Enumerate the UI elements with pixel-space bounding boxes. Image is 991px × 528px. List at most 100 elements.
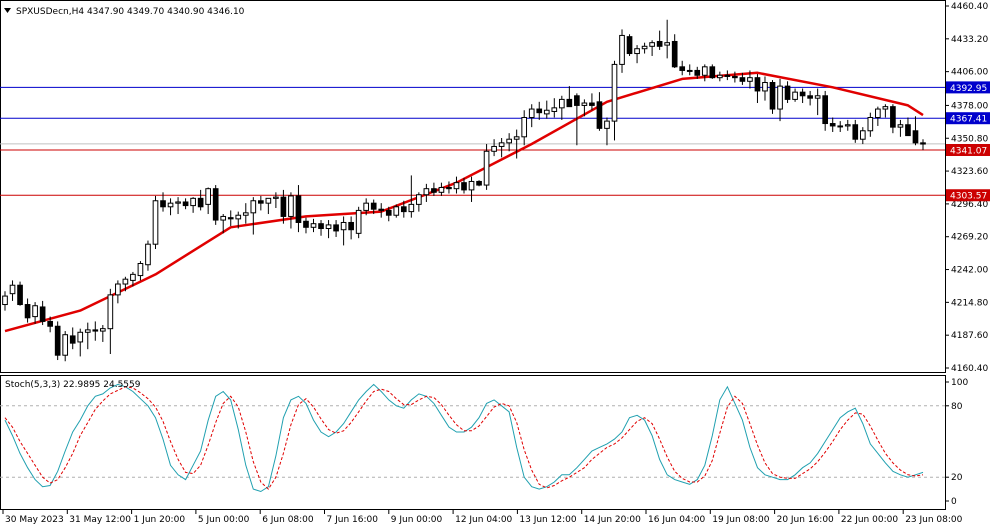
candle xyxy=(709,64,716,79)
candle xyxy=(739,72,746,85)
time-tick-label: 13 Jun 12:00 xyxy=(519,515,576,525)
candle-body xyxy=(461,182,467,191)
candle xyxy=(604,117,610,146)
candle xyxy=(807,90,813,106)
candle xyxy=(17,281,23,306)
candle xyxy=(461,177,467,194)
candle xyxy=(769,80,776,114)
candle xyxy=(227,210,234,227)
candle xyxy=(280,189,287,224)
candle xyxy=(400,200,407,218)
candle xyxy=(47,316,53,333)
candle-body xyxy=(754,77,761,92)
candle xyxy=(62,331,69,362)
candle-body xyxy=(39,306,46,322)
candle xyxy=(491,139,497,157)
candle-body xyxy=(551,107,558,112)
level-tag-label: 4303.57 xyxy=(950,192,987,202)
level-tag xyxy=(946,112,990,125)
candle xyxy=(581,99,588,117)
time-tick-label: 22 Jun 00:00 xyxy=(841,515,898,525)
candle-body xyxy=(724,74,731,77)
candle-body xyxy=(604,120,610,129)
candle xyxy=(875,106,881,126)
candle-body xyxy=(844,124,851,127)
candle-body xyxy=(867,116,874,132)
candle xyxy=(288,192,294,229)
stoch-signal-line xyxy=(4,386,924,490)
candle xyxy=(92,321,99,341)
candle-body xyxy=(476,180,482,186)
candle-body xyxy=(348,221,354,231)
symbol-header: SPXUSDecn,H4 4347.90 4349.70 4340.90 434… xyxy=(16,7,245,17)
candle xyxy=(77,328,84,357)
candle-body xyxy=(814,95,821,99)
candle xyxy=(476,180,482,187)
candle-body xyxy=(799,91,806,97)
candle-body xyxy=(656,40,663,47)
candle-body xyxy=(423,188,430,196)
level-labels: 4392.95 4367.41 4341.07 4303.57 xyxy=(946,81,990,202)
candle xyxy=(235,211,242,229)
candle-body xyxy=(318,223,324,230)
candle-body xyxy=(513,136,520,140)
candle-body xyxy=(400,206,407,213)
candle-body xyxy=(769,82,776,110)
candle xyxy=(190,197,196,213)
candle-body xyxy=(197,197,204,208)
candle-body xyxy=(920,142,926,145)
candle xyxy=(167,198,174,216)
candle-body xyxy=(393,206,400,216)
price-tick-label: 4242.00 xyxy=(951,266,988,276)
candle xyxy=(543,100,550,119)
candle xyxy=(54,321,61,361)
candle-body xyxy=(732,75,738,79)
candle-body xyxy=(875,108,881,118)
time-tick-label: 1 Jun 20:00 xyxy=(134,515,186,525)
candle xyxy=(258,195,264,211)
candle xyxy=(649,40,655,56)
candle-body xyxy=(747,77,753,82)
level-tag-label: 4392.95 xyxy=(950,84,987,94)
candle xyxy=(656,30,663,50)
price-tick-label: 4378.00 xyxy=(951,101,988,111)
candle-body xyxy=(762,82,768,92)
candle xyxy=(468,176,475,202)
candle xyxy=(754,74,761,104)
candle-body xyxy=(701,66,708,76)
candle xyxy=(513,129,520,159)
candle-body xyxy=(265,197,272,204)
candle-body xyxy=(694,69,701,76)
candle-body xyxy=(807,95,813,99)
candle-body xyxy=(498,142,505,147)
candle-body xyxy=(378,208,385,211)
candle-body xyxy=(837,125,844,128)
candle-body xyxy=(634,48,640,55)
candle-body xyxy=(897,124,904,128)
candle-body xyxy=(829,123,836,127)
candle xyxy=(634,45,640,64)
price-tick-label: 4406.00 xyxy=(951,68,988,78)
candle-body xyxy=(107,294,114,330)
candle-body xyxy=(543,109,550,115)
price-tick-label: 4296.40 xyxy=(951,200,988,210)
candle xyxy=(115,280,121,304)
candle xyxy=(431,182,437,196)
time-tick-label: 19 Jun 08:00 xyxy=(712,515,769,525)
candle-body xyxy=(288,195,294,217)
candle xyxy=(867,112,874,137)
stoch-tick-label: 80 xyxy=(951,402,963,412)
candle-body xyxy=(62,334,69,356)
candle xyxy=(348,216,354,240)
triangle-down-icon xyxy=(4,8,11,13)
time-tick-label: 16 Jun 04:00 xyxy=(648,515,705,525)
candle xyxy=(536,101,543,120)
candle-body xyxy=(370,202,377,210)
stoch-tick-label: 0 xyxy=(951,497,957,507)
candle xyxy=(558,95,565,120)
candle-body xyxy=(280,196,287,217)
candle xyxy=(483,144,490,190)
candle-body xyxy=(905,124,911,137)
candle xyxy=(747,70,753,89)
